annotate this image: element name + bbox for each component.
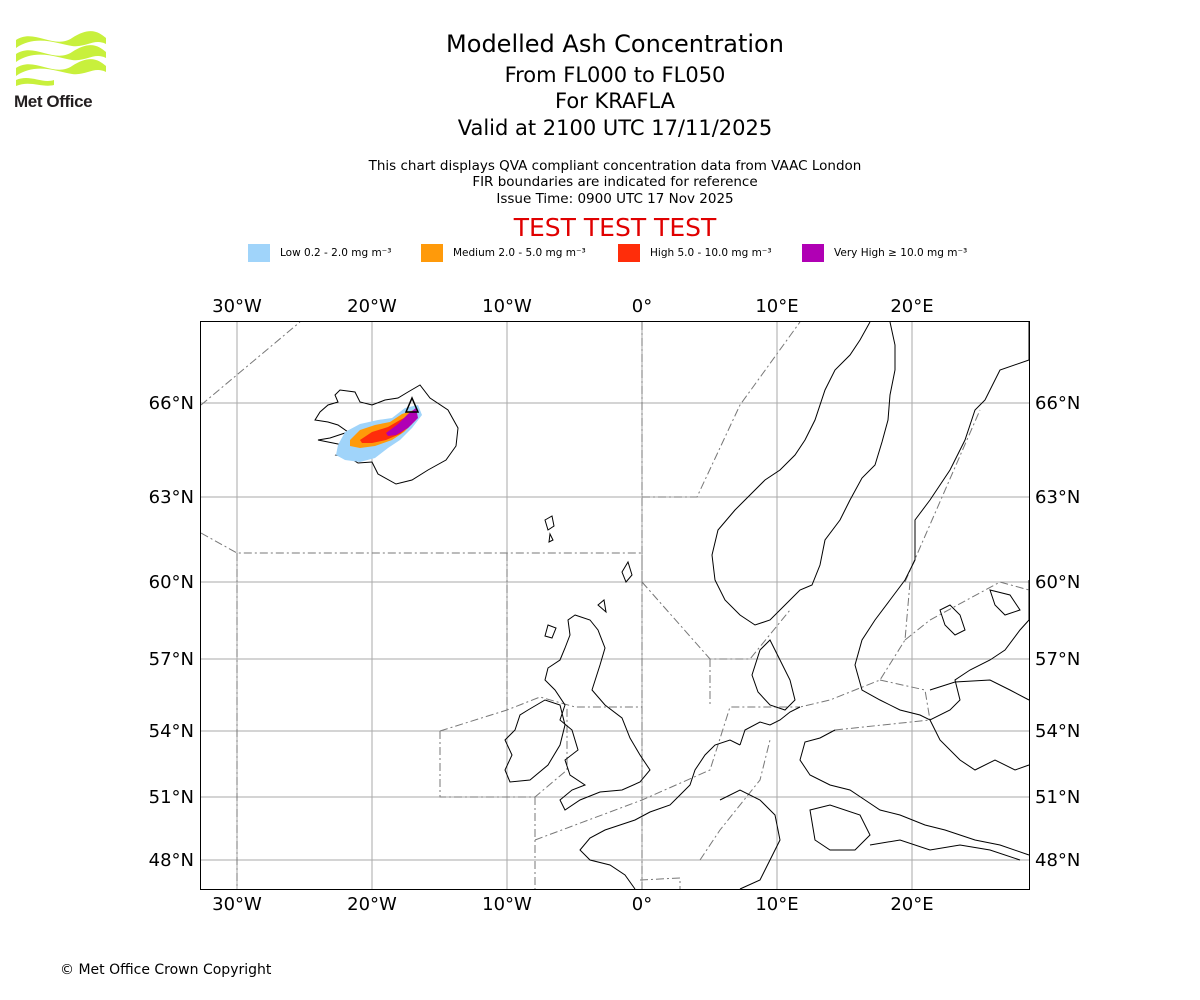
legend-swatch-medium (421, 244, 443, 262)
lat-label-left: 54°N (149, 721, 194, 742)
test-banner: TEST TEST TEST (513, 213, 717, 242)
legend-label-very-high: Very High ≥ 10.0 mg m⁻³ (834, 247, 968, 259)
lon-labels-bottom: 30°W 20°W 10°W 0° 10°E 20°E (212, 894, 933, 915)
lon-label-top: 10°W (482, 296, 532, 317)
legend-label-low: Low 0.2 - 2.0 mg m⁻³ (280, 247, 392, 259)
concentration-legend: Low 0.2 - 2.0 mg m⁻³ Medium 2.0 - 5.0 mg… (0, 242, 1200, 266)
lon-label-bottom: 30°W (212, 894, 262, 915)
met-office-logo-text: Met Office (14, 92, 93, 111)
legend-swatch-low (248, 244, 270, 262)
ash-plume (336, 396, 422, 462)
lat-label-left: 63°N (149, 487, 194, 508)
lat-label-right: 54°N (1035, 721, 1080, 742)
lon-labels-top: 30°W 20°W 10°W 0° 10°E 20°E (212, 296, 933, 317)
lat-label-right: 60°N (1035, 572, 1080, 593)
met-office-logo: Met Office (14, 30, 108, 114)
ash-very-high-area (386, 408, 418, 436)
lat-label-left: 66°N (149, 393, 194, 414)
lon-label-bottom: 10°W (482, 894, 532, 915)
valid-time: Valid at 2100 UTC 17/11/2025 (457, 116, 773, 140)
legend-item-high: High 5.0 - 10.0 mg m⁻³ (618, 242, 772, 264)
lat-label-right: 48°N (1035, 850, 1080, 871)
ash-high-area (360, 414, 412, 443)
lon-label-top: 30°W (212, 296, 262, 317)
lat-labels-left: 66°N 63°N 60°N 57°N 54°N 51°N 48°N (149, 393, 194, 871)
lat-label-right: 63°N (1035, 487, 1080, 508)
lat-label-right: 51°N (1035, 787, 1080, 808)
legend-item-low: Low 0.2 - 2.0 mg m⁻³ (248, 242, 391, 264)
chart-title: Modelled Ash Concentration (446, 30, 784, 58)
british-isles-coastline (504, 560, 651, 811)
copyright-notice: © Met Office Crown Copyright (60, 962, 272, 978)
lon-label-top: 20°E (890, 296, 933, 317)
continental-europe-coastline (579, 589, 1030, 890)
lon-label-top: 0° (632, 296, 652, 317)
lon-label-bottom: 20°E (890, 894, 933, 915)
lon-label-bottom: 20°W (347, 894, 397, 915)
legend-item-very-high: Very High ≥ 10.0 mg m⁻³ (802, 242, 967, 264)
scandinavia-coastline (711, 321, 1030, 771)
lat-label-right: 57°N (1035, 649, 1080, 670)
legend-swatch-very-high (802, 244, 824, 262)
lat-label-left: 48°N (149, 850, 194, 871)
legend-label-medium: Medium 2.0 - 5.0 mg m⁻³ (453, 247, 586, 259)
met-office-wave-icon (16, 31, 106, 86)
legend-swatch-high (618, 244, 640, 262)
issue-time: Issue Time: 0900 UTC 17 Nov 2025 (496, 191, 734, 207)
legend-label-high: High 5.0 - 10.0 mg m⁻³ (650, 247, 772, 259)
flight-level-range: From FL000 to FL050 (504, 63, 726, 87)
lat-label-right: 66°N (1035, 393, 1080, 414)
subtitle-qva: This chart displays QVA compliant concen… (368, 158, 862, 174)
lon-label-top: 10°E (755, 296, 798, 317)
lat-labels-right: 66°N 63°N 60°N 57°N 54°N 51°N 48°N (1035, 393, 1080, 871)
fir-boundaries (200, 321, 1030, 889)
legend-item-medium: Medium 2.0 - 5.0 mg m⁻³ (421, 242, 586, 264)
lat-label-left: 57°N (149, 649, 194, 670)
faroe-islands-coastline (544, 515, 555, 543)
volcano-marker-icon (404, 396, 420, 413)
lon-label-top: 20°W (347, 296, 397, 317)
subtitle-fir: FIR boundaries are indicated for referen… (472, 174, 758, 190)
lon-label-bottom: 10°E (755, 894, 798, 915)
volcano-name: For KRAFLA (555, 89, 675, 113)
map-frame (200, 321, 1030, 890)
lon-label-bottom: 0° (632, 894, 652, 915)
lat-label-left: 51°N (149, 787, 194, 808)
lat-label-left: 60°N (149, 572, 194, 593)
